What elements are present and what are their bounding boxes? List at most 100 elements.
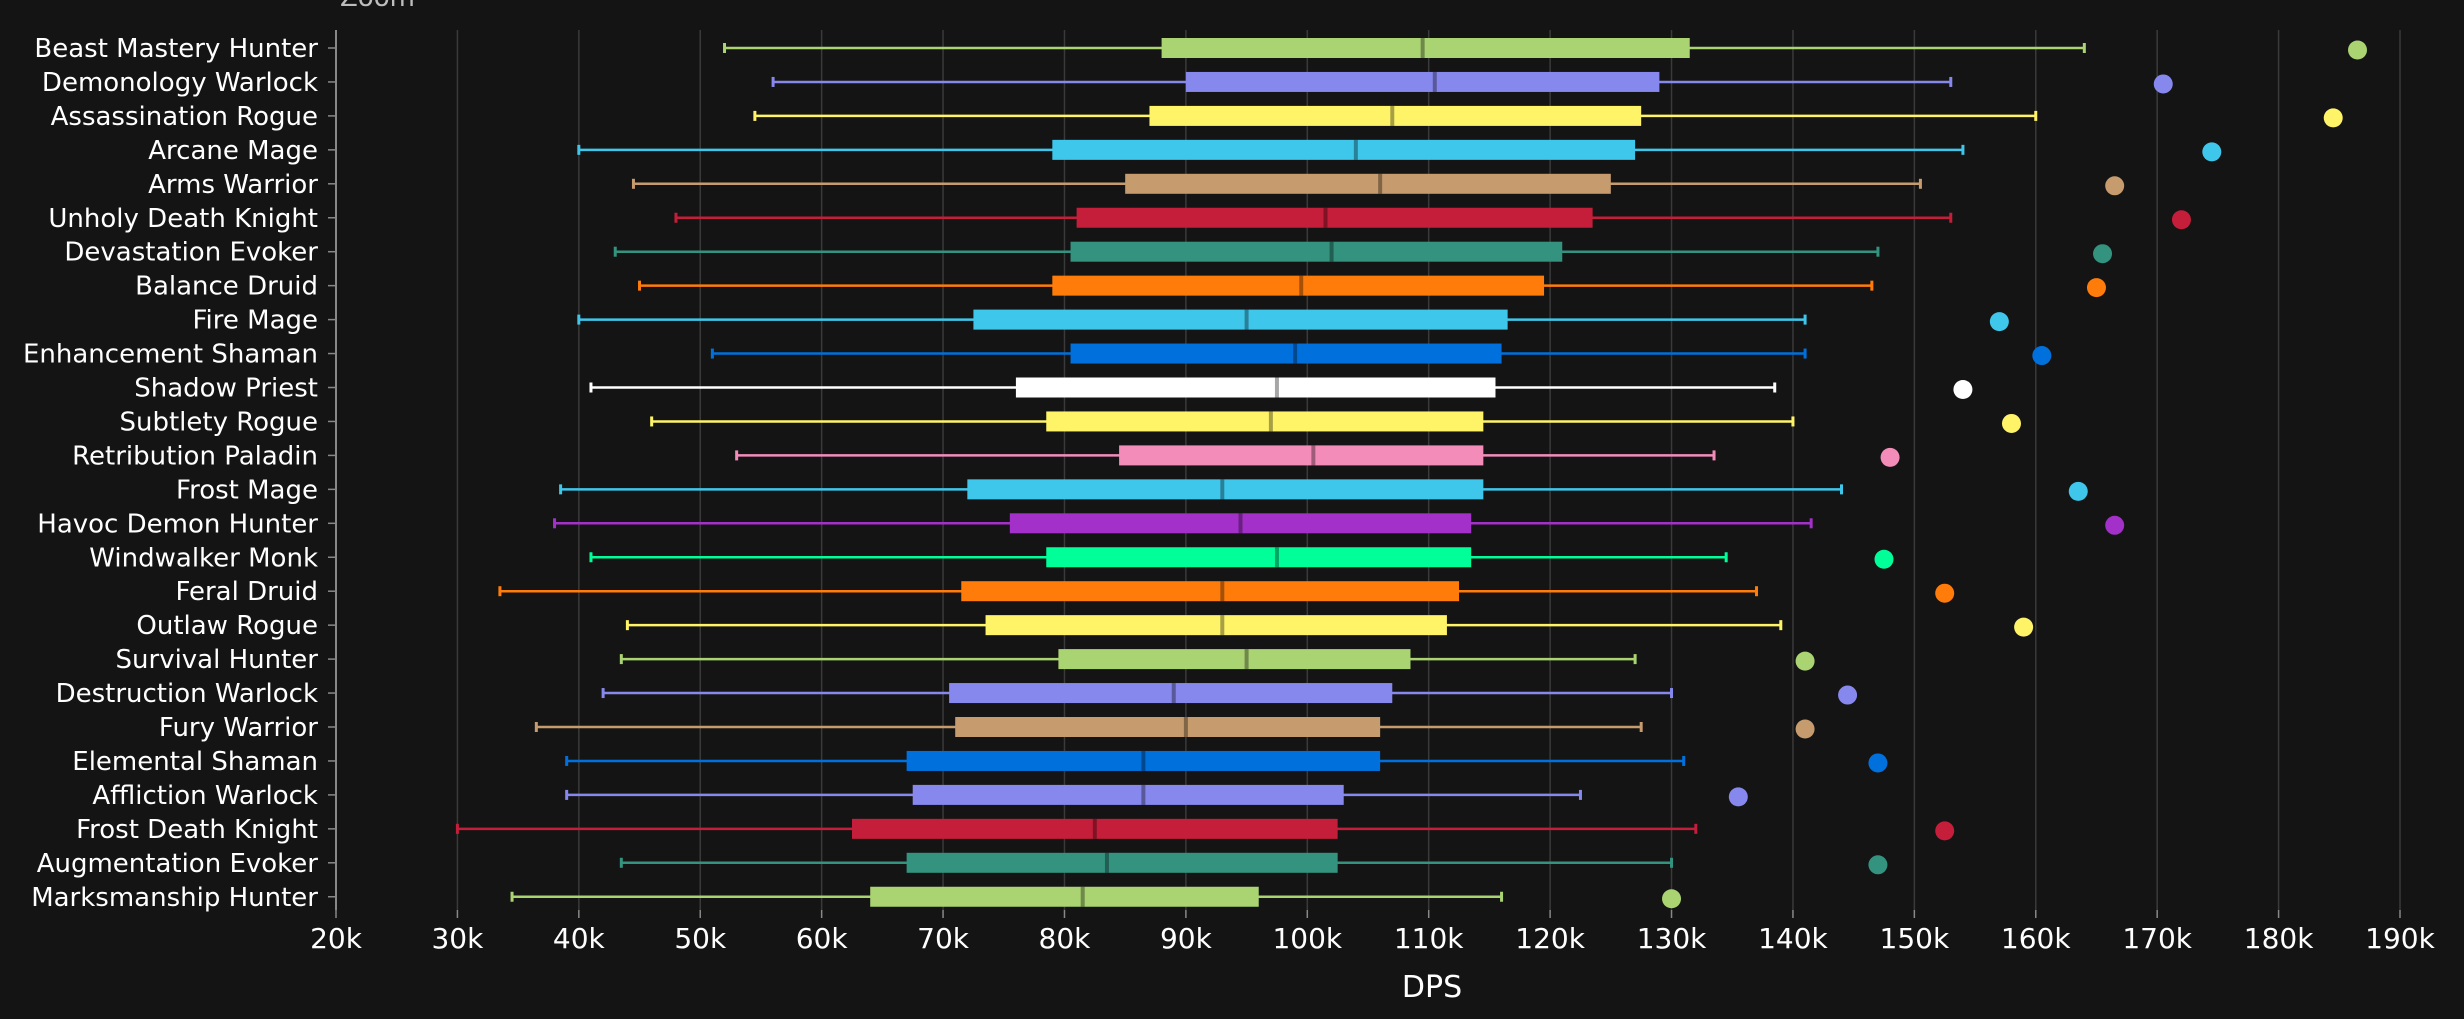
x-tick-label: 100k bbox=[1272, 922, 1342, 955]
iqr-box bbox=[1149, 105, 1642, 126]
category-label: Subtlety Rogue bbox=[119, 407, 318, 437]
box-row bbox=[498, 581, 1955, 603]
category-label: Beast Mastery Hunter bbox=[34, 34, 318, 64]
outlier-point bbox=[1874, 549, 1894, 569]
iqr-box bbox=[1076, 207, 1593, 228]
iqr-box bbox=[1119, 445, 1484, 466]
iqr-box bbox=[1070, 343, 1502, 364]
box-row bbox=[577, 139, 2222, 162]
box-row bbox=[723, 38, 2368, 60]
outlier-point bbox=[1880, 447, 1900, 467]
box-row bbox=[710, 343, 2052, 366]
category-label: Augmentation Evoker bbox=[37, 849, 319, 879]
iqr-box bbox=[1015, 377, 1496, 398]
box-row bbox=[534, 717, 1815, 739]
iqr-box bbox=[1058, 649, 1411, 670]
box-row bbox=[565, 784, 1748, 807]
outlier-point bbox=[2105, 176, 2125, 196]
x-tick-label: 80k bbox=[1039, 922, 1092, 955]
iqr-box bbox=[906, 750, 1381, 771]
box-row bbox=[771, 71, 2173, 94]
iqr-box bbox=[1052, 275, 1545, 296]
x-tick-label: 180k bbox=[2244, 922, 2314, 955]
x-tick-label: 190k bbox=[2365, 922, 2435, 955]
category-label: Destruction Warlock bbox=[56, 679, 318, 709]
x-tick-label: 20k bbox=[310, 922, 363, 955]
outlier-point bbox=[2001, 413, 2021, 433]
outlier-point bbox=[1795, 719, 1815, 739]
iqr-box bbox=[1161, 38, 1690, 58]
iqr-box bbox=[1046, 547, 1472, 568]
x-tick-label: 140k bbox=[1758, 922, 1828, 955]
outlier-point bbox=[1989, 312, 2009, 332]
iqr-box bbox=[1125, 173, 1611, 194]
box-row bbox=[613, 241, 2113, 264]
x-tick-label: 120k bbox=[1515, 922, 1585, 955]
category-label: Frost Death Knight bbox=[76, 815, 318, 845]
box-row bbox=[601, 683, 1858, 705]
outlier-point bbox=[1953, 380, 1973, 399]
x-tick-label: 150k bbox=[1880, 922, 1950, 955]
outlier-point bbox=[1868, 855, 1888, 875]
box-row bbox=[619, 649, 1815, 671]
x-tick-label: 170k bbox=[2122, 922, 2192, 955]
iqr-box bbox=[870, 886, 1259, 907]
category-labels: Beast Mastery Hunter Demonology Warlock As… bbox=[23, 34, 336, 913]
category-label: Affliction Warlock bbox=[92, 781, 318, 811]
category-label: Unholy Death Knight bbox=[48, 204, 318, 234]
iqr-box bbox=[985, 615, 1447, 636]
outlier-point bbox=[1868, 753, 1888, 773]
category-label: Feral Druid bbox=[175, 577, 318, 607]
outlier-point bbox=[1935, 821, 1955, 841]
iqr-box bbox=[852, 818, 1338, 839]
outlier-point bbox=[2068, 481, 2088, 501]
outlier-point bbox=[2348, 40, 2368, 60]
x-tick-label: 30k bbox=[431, 922, 484, 955]
box-row bbox=[455, 818, 1955, 841]
outlier-point bbox=[2014, 617, 2034, 637]
category-label: Fire Mage bbox=[192, 306, 318, 336]
outlier-point bbox=[2153, 74, 2173, 94]
box-row bbox=[553, 513, 2125, 535]
x-axis: 20k 30k 40k 50k 60k 70k 80k 90k 100k 110k 120k 130k… bbox=[310, 30, 2436, 955]
category-label: Arcane Mage bbox=[148, 136, 318, 166]
outlier-point bbox=[1662, 889, 1682, 909]
outlier-point bbox=[1795, 651, 1815, 671]
box-row bbox=[589, 547, 1894, 569]
box-row bbox=[510, 886, 1682, 909]
x-tick-label: 40k bbox=[553, 922, 606, 955]
outlier-point bbox=[2032, 346, 2052, 366]
iqr-box bbox=[949, 683, 1393, 704]
iqr-box bbox=[967, 479, 1484, 500]
iqr-box bbox=[1009, 513, 1472, 534]
x-axis-title: DPS bbox=[1402, 970, 1462, 1005]
x-tick-label: 110k bbox=[1394, 922, 1464, 955]
iqr-box bbox=[1185, 71, 1660, 92]
box-row bbox=[650, 411, 2021, 433]
box-row bbox=[559, 479, 2088, 501]
x-tick-label: 130k bbox=[1637, 922, 1707, 955]
x-tick-label: 160k bbox=[2001, 922, 2071, 955]
outlier-point bbox=[2086, 278, 2106, 298]
outlier-point bbox=[1728, 787, 1748, 807]
category-label: Havoc Demon Hunter bbox=[37, 509, 318, 539]
box-row bbox=[565, 750, 1888, 773]
box-row bbox=[619, 852, 1888, 875]
category-label: Fury Warrior bbox=[159, 713, 318, 743]
box-row bbox=[589, 377, 1973, 399]
iqr-box bbox=[1046, 411, 1484, 432]
category-label: Demonology Warlock bbox=[42, 68, 318, 98]
zoom-label[interactable]: Zoom bbox=[340, 0, 415, 13]
box-row bbox=[735, 445, 1900, 467]
category-label: Elemental Shaman bbox=[72, 747, 318, 777]
category-label: Shadow Priest bbox=[134, 374, 318, 404]
iqr-box bbox=[973, 309, 1508, 330]
outlier-point bbox=[2093, 244, 2113, 264]
outlier-point bbox=[2202, 142, 2222, 162]
category-label: Frost Mage bbox=[176, 475, 318, 505]
outlier-point bbox=[1838, 685, 1858, 705]
x-tick-label: 70k bbox=[917, 922, 970, 955]
x-tick-label: 60k bbox=[796, 922, 849, 955]
category-label: Arms Warrior bbox=[148, 170, 318, 200]
